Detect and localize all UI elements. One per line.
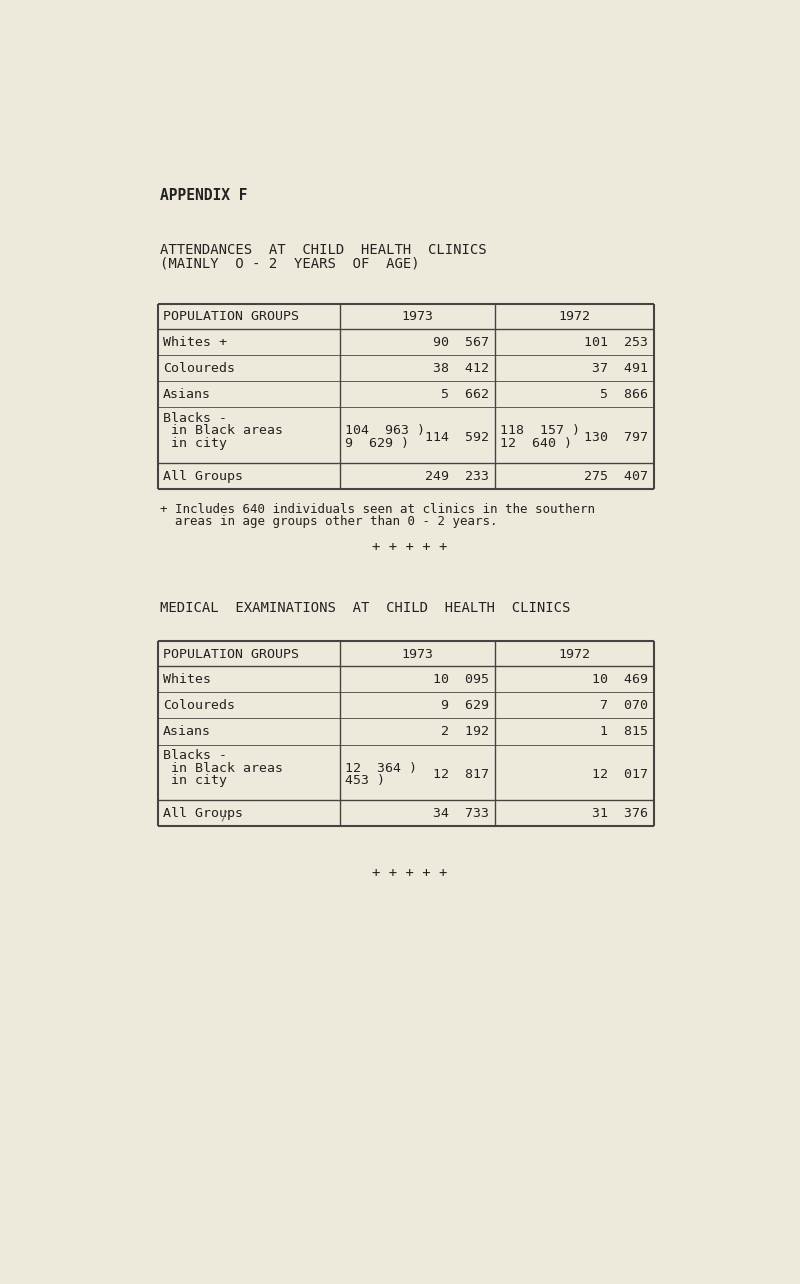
- Text: 38  412: 38 412: [433, 362, 489, 375]
- Text: 104  963 ): 104 963 ): [345, 424, 425, 438]
- Text: POPULATION GROUPS: POPULATION GROUPS: [162, 311, 298, 324]
- Text: 10  469: 10 469: [592, 673, 648, 686]
- Text: 12  640 ): 12 640 ): [500, 437, 572, 449]
- Text: 10  095: 10 095: [433, 673, 489, 686]
- Text: 9  629 ): 9 629 ): [345, 437, 409, 449]
- Text: 1  815: 1 815: [600, 725, 648, 738]
- Text: Coloureds: Coloureds: [162, 700, 234, 713]
- Text: POPULATION GROUPS: POPULATION GROUPS: [162, 647, 298, 661]
- Text: All Groups: All Groups: [162, 470, 242, 483]
- Text: 101  253: 101 253: [584, 336, 648, 349]
- Text: 118  157 ): 118 157 ): [500, 424, 580, 438]
- Text: 249  233: 249 233: [425, 470, 489, 483]
- Text: 130  797: 130 797: [584, 430, 648, 443]
- Text: (MAINLY  O - 2  YEARS  OF  AGE): (MAINLY O - 2 YEARS OF AGE): [161, 257, 420, 271]
- Text: 453 ): 453 ): [345, 774, 385, 787]
- Text: 34  733: 34 733: [433, 808, 489, 820]
- Text: ATTENDANCES  AT  CHILD  HEALTH  CLINICS: ATTENDANCES AT CHILD HEALTH CLINICS: [161, 243, 487, 257]
- Text: 12  817: 12 817: [433, 768, 489, 781]
- Text: 1972: 1972: [558, 311, 590, 324]
- Text: 7  070: 7 070: [600, 700, 648, 713]
- Text: 114  592: 114 592: [425, 430, 489, 443]
- Text: MEDICAL  EXAMINATIONS  AT  CHILD  HEALTH  CLINICS: MEDICAL EXAMINATIONS AT CHILD HEALTH CLI…: [161, 601, 571, 615]
- Text: 1972: 1972: [558, 647, 590, 661]
- Text: in Black areas: in Black areas: [162, 424, 282, 438]
- Text: 12  364 ): 12 364 ): [345, 761, 417, 774]
- Text: 90  567: 90 567: [433, 336, 489, 349]
- Text: 1973: 1973: [402, 647, 434, 661]
- Text: Coloureds: Coloureds: [162, 362, 234, 375]
- Text: areas in age groups other than 0 - 2 years.: areas in age groups other than 0 - 2 yea…: [160, 515, 497, 528]
- Text: Asians: Asians: [162, 725, 210, 738]
- Text: Whites +: Whites +: [162, 336, 226, 349]
- Text: in Black areas: in Black areas: [162, 761, 282, 774]
- Text: + + + + +: + + + + +: [372, 539, 448, 553]
- Text: in city: in city: [162, 437, 226, 449]
- Text: Whites: Whites: [162, 673, 210, 686]
- Text: + + + + +: + + + + +: [372, 867, 448, 881]
- Text: 2  192: 2 192: [441, 725, 489, 738]
- Text: 37  491: 37 491: [592, 362, 648, 375]
- Text: 9  629: 9 629: [441, 700, 489, 713]
- Text: 1973: 1973: [402, 311, 434, 324]
- Text: 31  376: 31 376: [592, 808, 648, 820]
- Text: + Includes 640 individuals seen at clinics in the southern: + Includes 640 individuals seen at clini…: [160, 503, 594, 516]
- Text: Asians: Asians: [162, 388, 210, 401]
- Text: All Groups: All Groups: [162, 808, 242, 820]
- Text: APPENDIX F: APPENDIX F: [161, 187, 248, 203]
- Text: Blacks -: Blacks -: [162, 750, 226, 763]
- Text: in city: in city: [162, 774, 226, 787]
- Text: /: /: [220, 809, 227, 822]
- Text: Blacks -: Blacks -: [162, 412, 226, 425]
- Text: 5  866: 5 866: [600, 388, 648, 401]
- Text: 5  662: 5 662: [441, 388, 489, 401]
- Text: 12  017: 12 017: [592, 768, 648, 781]
- Text: 275  407: 275 407: [584, 470, 648, 483]
